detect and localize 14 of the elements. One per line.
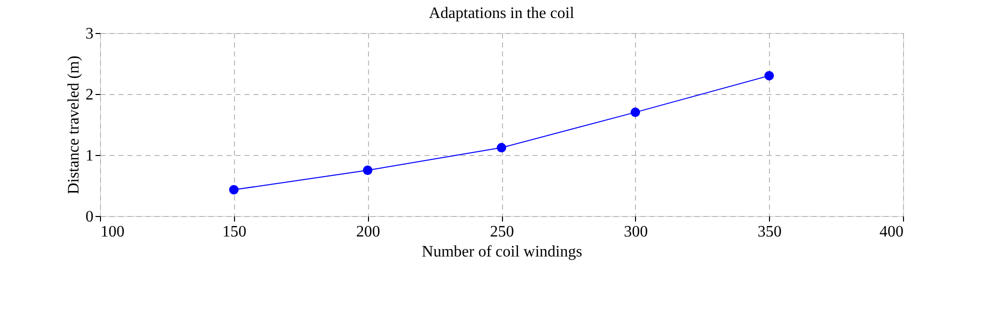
- y-tick-label: 2: [86, 86, 94, 104]
- y-tick-label: 1: [86, 148, 94, 164]
- x-tick-label: 300: [624, 224, 648, 240]
- x-tick-label: 100: [100, 224, 124, 240]
- y-tick-label: 3: [86, 26, 94, 42]
- chart-title: Adaptations in the coil: [428, 5, 575, 22]
- y-tick-label: 0: [86, 208, 94, 226]
- x-tick-label: 400: [880, 224, 904, 240]
- y-axis-title: Distance traveled (m): [66, 56, 82, 194]
- x-tick-label: 150: [222, 224, 246, 240]
- x-tick-label: 200: [356, 224, 380, 240]
- x-tick-label: 350: [758, 224, 782, 240]
- x-tick-label: 250: [490, 224, 514, 240]
- x-axis-title: Number of coil windings: [422, 244, 582, 260]
